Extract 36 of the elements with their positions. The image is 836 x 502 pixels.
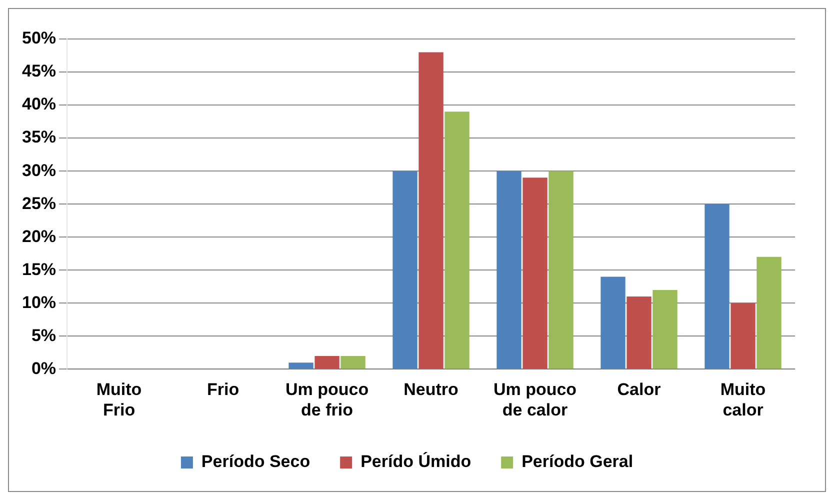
bar xyxy=(418,52,444,369)
bar xyxy=(730,303,756,369)
legend-label: Período Geral xyxy=(522,452,634,472)
x-tick-label: Frio xyxy=(206,380,240,400)
legend-label: Período Seco xyxy=(201,452,310,472)
bar xyxy=(600,276,626,369)
bar xyxy=(522,178,548,369)
y-tick-label: 25% xyxy=(22,194,56,213)
bar xyxy=(652,290,678,369)
bar xyxy=(340,356,366,369)
bar xyxy=(756,256,782,369)
x-tick-label: Muito calor xyxy=(720,380,766,420)
x-tick-label: Muito Frio xyxy=(96,380,142,420)
bar xyxy=(288,362,314,369)
bar xyxy=(704,204,730,369)
y-tick-label: 15% xyxy=(22,260,56,279)
bar xyxy=(392,171,418,369)
y-tick-label: 20% xyxy=(22,226,56,246)
y-tick-label: 45% xyxy=(22,62,56,81)
bar xyxy=(314,356,340,369)
y-tick-label: 0% xyxy=(31,358,56,378)
x-tick-label: Um pouco de calor xyxy=(493,380,577,420)
y-tick-label: 35% xyxy=(22,128,56,147)
x-tick-label: Um pouco de frio xyxy=(285,380,369,420)
bar xyxy=(548,171,574,369)
bar xyxy=(626,296,652,369)
y-tick-label: 5% xyxy=(31,326,56,345)
bar xyxy=(496,171,522,369)
y-tick-label: 10% xyxy=(22,292,56,312)
bar xyxy=(444,112,470,369)
x-tick-label: Calor xyxy=(617,380,662,400)
y-tick-label: 40% xyxy=(22,94,56,114)
x-tick-label: Neutro xyxy=(404,380,458,400)
y-tick-label: 30% xyxy=(22,160,56,180)
legend-label: Perído Úmido xyxy=(360,451,472,472)
y-tick-label: 50% xyxy=(22,28,56,48)
